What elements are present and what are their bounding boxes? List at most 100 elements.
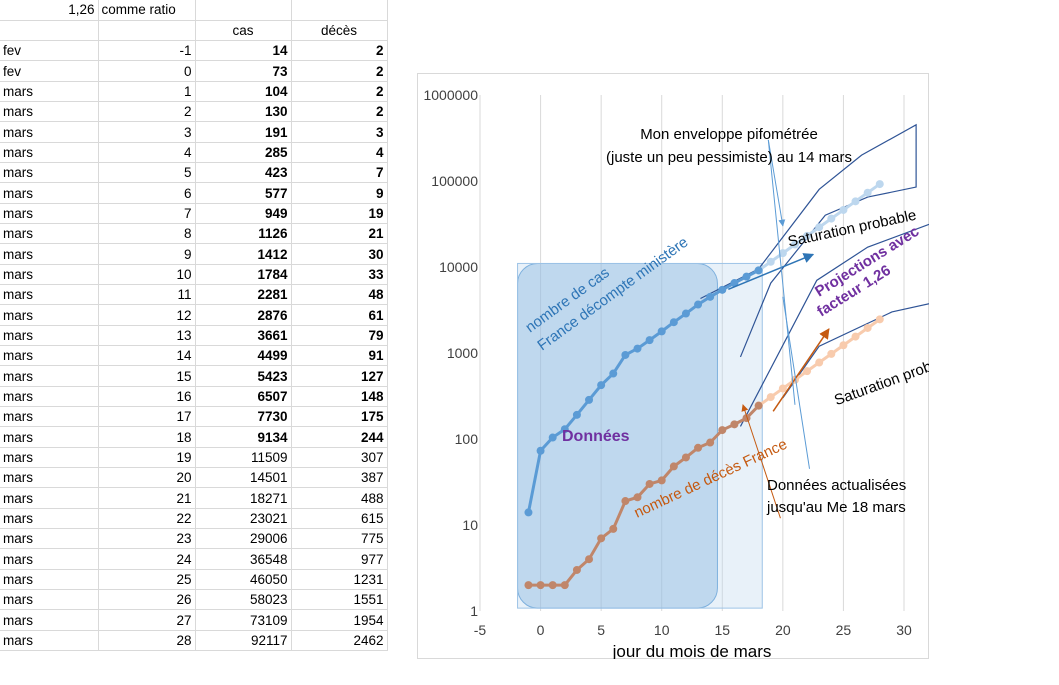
deaths-cell[interactable]: 4 (291, 142, 388, 164)
deaths-cell[interactable]: 61 (291, 304, 388, 326)
deaths-cell[interactable]: 2 (291, 40, 388, 62)
empty-cell[interactable] (98, 20, 196, 42)
month-cell[interactable]: mars (0, 304, 99, 326)
deaths-cell[interactable]: 775 (291, 528, 388, 550)
month-cell[interactable]: mars (0, 365, 99, 387)
cases-cell[interactable]: 36548 (195, 548, 292, 570)
month-cell[interactable]: mars (0, 243, 99, 265)
day-cell[interactable]: 13 (98, 325, 196, 347)
deaths-cell[interactable]: 2462 (291, 630, 388, 652)
deaths-cell[interactable]: 1231 (291, 569, 388, 591)
day-cell[interactable]: -1 (98, 40, 196, 62)
deaths-cell[interactable]: 307 (291, 447, 388, 469)
day-cell[interactable]: 18 (98, 426, 196, 448)
day-cell[interactable]: 11 (98, 284, 196, 306)
day-cell[interactable]: 15 (98, 365, 196, 387)
cases-cell[interactable]: 4499 (195, 345, 292, 367)
month-cell[interactable]: mars (0, 162, 99, 184)
deaths-cell[interactable]: 33 (291, 264, 388, 286)
day-cell[interactable]: 8 (98, 223, 196, 245)
day-cell[interactable]: 24 (98, 548, 196, 570)
month-cell[interactable]: mars (0, 487, 99, 509)
cases-cell[interactable]: 285 (195, 142, 292, 164)
deaths-cell[interactable]: 127 (291, 365, 388, 387)
month-cell[interactable]: fev (0, 60, 99, 82)
cases-cell[interactable]: 58023 (195, 589, 292, 611)
month-cell[interactable]: mars (0, 609, 99, 631)
deaths-cell[interactable]: 488 (291, 487, 388, 509)
month-cell[interactable]: mars (0, 386, 99, 408)
month-cell[interactable]: mars (0, 142, 99, 164)
deaths-cell[interactable]: 1954 (291, 609, 388, 631)
month-cell[interactable]: mars (0, 121, 99, 143)
deaths-cell[interactable]: 19 (291, 203, 388, 225)
day-cell[interactable]: 21 (98, 487, 196, 509)
month-cell[interactable]: mars (0, 264, 99, 286)
cases-cell[interactable]: 11509 (195, 447, 292, 469)
deaths-cell[interactable]: 175 (291, 406, 388, 428)
cases-cell[interactable]: 14 (195, 40, 292, 62)
month-cell[interactable]: mars (0, 406, 99, 428)
cases-cell[interactable]: 1412 (195, 243, 292, 265)
cases-cell[interactable]: 2281 (195, 284, 292, 306)
deaths-cell[interactable]: 244 (291, 426, 388, 448)
deaths-cell[interactable]: 148 (291, 386, 388, 408)
day-cell[interactable]: 19 (98, 447, 196, 469)
deaths-cell[interactable]: 79 (291, 325, 388, 347)
month-cell[interactable]: mars (0, 284, 99, 306)
day-cell[interactable]: 28 (98, 630, 196, 652)
cases-cell[interactable]: 191 (195, 121, 292, 143)
deaths-cell[interactable]: 387 (291, 467, 388, 489)
cases-cell[interactable]: 18271 (195, 487, 292, 509)
cases-cell[interactable]: 2876 (195, 304, 292, 326)
cases-cell[interactable]: 29006 (195, 528, 292, 550)
empty-cell[interactable] (195, 0, 292, 21)
deaths-cell[interactable]: 48 (291, 284, 388, 306)
cases-cell[interactable]: 423 (195, 162, 292, 184)
day-cell[interactable]: 27 (98, 609, 196, 631)
day-cell[interactable]: 17 (98, 406, 196, 428)
day-cell[interactable]: 1 (98, 81, 196, 103)
month-cell[interactable]: mars (0, 528, 99, 550)
day-cell[interactable]: 5 (98, 162, 196, 184)
month-cell[interactable]: mars (0, 223, 99, 245)
deaths-cell[interactable]: 30 (291, 243, 388, 265)
month-cell[interactable]: mars (0, 589, 99, 611)
day-cell[interactable]: 22 (98, 508, 196, 530)
cases-cell[interactable]: 1126 (195, 223, 292, 245)
day-cell[interactable]: 12 (98, 304, 196, 326)
month-cell[interactable]: mars (0, 467, 99, 489)
cases-cell[interactable]: 73 (195, 60, 292, 82)
cases-cell[interactable]: 9134 (195, 426, 292, 448)
deaths-cell[interactable]: 2 (291, 60, 388, 82)
cases-cell[interactable]: 92117 (195, 630, 292, 652)
day-cell[interactable]: 25 (98, 569, 196, 591)
deaths-cell[interactable]: 3 (291, 121, 388, 143)
cases-cell[interactable]: 949 (195, 203, 292, 225)
cases-cell[interactable]: 73109 (195, 609, 292, 631)
month-cell[interactable]: mars (0, 81, 99, 103)
day-cell[interactable]: 10 (98, 264, 196, 286)
month-cell[interactable]: mars (0, 325, 99, 347)
month-cell[interactable]: mars (0, 101, 99, 123)
cases-cell[interactable]: 577 (195, 182, 292, 204)
month-cell[interactable]: mars (0, 345, 99, 367)
month-cell[interactable]: mars (0, 426, 99, 448)
day-cell[interactable]: 2 (98, 101, 196, 123)
day-cell[interactable]: 4 (98, 142, 196, 164)
month-cell[interactable]: mars (0, 182, 99, 204)
month-cell[interactable]: mars (0, 548, 99, 570)
empty-cell[interactable] (291, 0, 388, 21)
month-cell[interactable]: mars (0, 630, 99, 652)
cases-cell[interactable]: 3661 (195, 325, 292, 347)
deaths-cell[interactable]: 91 (291, 345, 388, 367)
day-cell[interactable]: 0 (98, 60, 196, 82)
deaths-cell[interactable]: 615 (291, 508, 388, 530)
month-cell[interactable]: mars (0, 203, 99, 225)
day-cell[interactable]: 23 (98, 528, 196, 550)
deaths-cell[interactable]: 7 (291, 162, 388, 184)
cases-cell[interactable]: 23021 (195, 508, 292, 530)
day-cell[interactable]: 20 (98, 467, 196, 489)
deaths-cell[interactable]: 1551 (291, 589, 388, 611)
day-cell[interactable]: 9 (98, 243, 196, 265)
